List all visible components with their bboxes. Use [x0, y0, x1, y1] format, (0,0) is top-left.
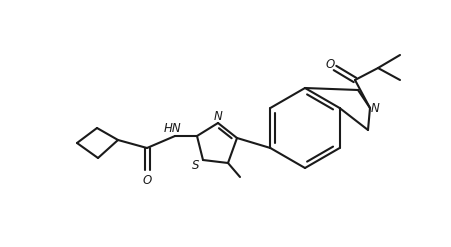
- Text: O: O: [143, 173, 152, 186]
- Text: N: N: [214, 109, 222, 123]
- Text: S: S: [192, 159, 200, 171]
- Text: N: N: [371, 102, 379, 115]
- Text: O: O: [325, 58, 335, 70]
- Text: HN: HN: [164, 122, 182, 135]
